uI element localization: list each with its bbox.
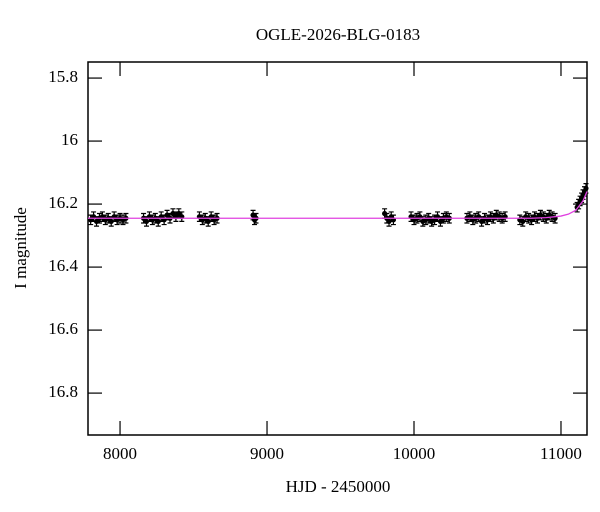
x-axis-label: HJD - 2450000	[286, 477, 391, 496]
y-tick-label: 15.8	[48, 67, 78, 86]
x-tick-label: 11000	[540, 444, 582, 463]
y-tick-label: 16.8	[48, 382, 78, 401]
x-tick-label: 8000	[103, 444, 137, 463]
data-point	[205, 218, 211, 225]
model-line	[88, 191, 588, 219]
y-tick-label: 16.6	[48, 319, 78, 338]
data-point	[108, 218, 114, 225]
plot-frame	[87, 61, 588, 436]
y-tick-label: 16.2	[48, 193, 78, 212]
data-point	[155, 218, 161, 225]
chart-title: OGLE-2026-BLG-0183	[256, 25, 420, 44]
x-tick-label: 9000	[250, 444, 284, 463]
y-axis-label: I magnitude	[11, 207, 30, 289]
data-point	[143, 218, 150, 225]
data-point	[583, 185, 589, 191]
data-point	[520, 218, 526, 225]
x-tick-label: 10000	[393, 444, 436, 463]
y-tick-label: 16	[61, 130, 78, 149]
y-tick-label: 16.4	[48, 256, 78, 275]
